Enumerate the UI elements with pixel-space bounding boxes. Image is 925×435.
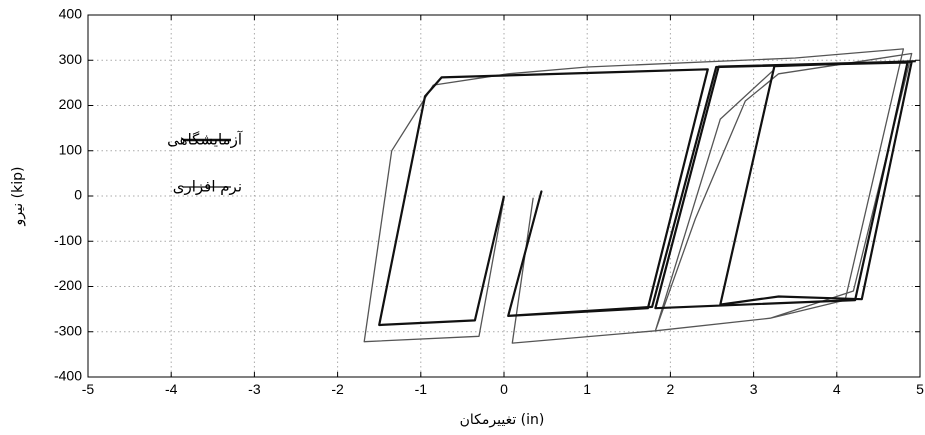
legend: آزمایشگاهی نرم افزاری [167,131,243,196]
y-tick-label: 100 [59,141,83,157]
x-tick-label: 5 [916,381,924,397]
x-tick-label: -3 [248,381,261,397]
y-tick-label: -300 [54,322,82,338]
x-tick-label: 1 [583,381,591,397]
x-tick-label: -1 [415,381,428,397]
y-tick-label: 0 [74,187,82,203]
y-axis-title: نیرو (kip) [10,167,26,227]
x-tick-label: 4 [833,381,841,397]
y-tick-label: 300 [59,51,83,67]
x-axis-title: تغییرمکان (in) [460,412,545,428]
y-tick-label: -100 [54,232,82,248]
legend-label-software: نرم افزاری [173,178,242,196]
y-tick-label: 200 [59,96,83,112]
x-tick-label: -4 [165,381,178,397]
y-tick-label: 400 [59,6,83,22]
x-tick-label: 2 [667,381,675,397]
series-layer [363,48,916,344]
x-tick-label: -5 [82,381,95,397]
series-line-experimental [378,60,916,327]
x-tick-label: 3 [750,381,758,397]
series-line-software [363,48,913,344]
y-tick-label: -200 [54,277,82,293]
x-tick-label: 0 [500,381,508,397]
ticks-layer: -5 -4 -3 -2 -1 0 1 2 3 4 5 -400 -300 -200 -100 0 100 200 3… [54,6,924,397]
x-tick-label: -2 [331,381,344,397]
legend-label-experimental: آزمایشگاهی [167,131,243,149]
grid-layer [88,15,920,377]
y-tick-label: -400 [54,368,82,384]
